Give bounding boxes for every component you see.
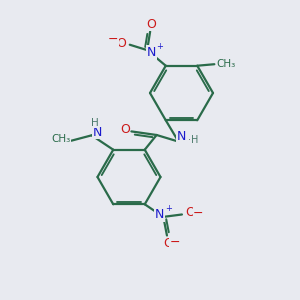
Text: O: O: [116, 37, 126, 50]
Text: +: +: [156, 42, 163, 51]
Text: N: N: [155, 208, 164, 221]
Text: H: H: [91, 118, 98, 128]
Text: O: O: [185, 206, 195, 220]
Text: O: O: [147, 17, 157, 31]
Text: CH₃: CH₃: [51, 134, 70, 144]
Text: +: +: [165, 204, 172, 213]
Text: N: N: [177, 130, 186, 143]
Text: −: −: [170, 236, 181, 249]
Text: −: −: [193, 206, 204, 220]
Text: N: N: [93, 126, 102, 139]
Text: CH₃: CH₃: [217, 59, 236, 69]
Text: O: O: [120, 123, 130, 136]
Text: O: O: [164, 237, 173, 250]
Text: ·H: ·H: [188, 135, 198, 145]
Text: N: N: [147, 46, 156, 59]
Text: −: −: [108, 33, 119, 46]
